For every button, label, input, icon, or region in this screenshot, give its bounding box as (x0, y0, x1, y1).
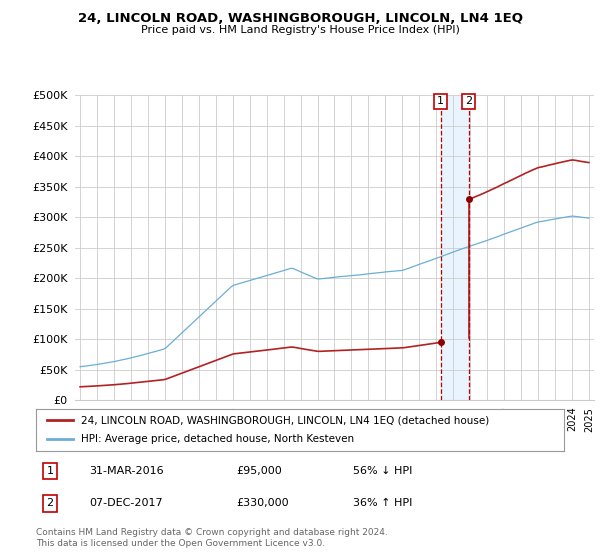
Text: 2: 2 (47, 498, 53, 508)
Text: 1: 1 (47, 466, 53, 476)
Text: £95,000: £95,000 (236, 466, 283, 476)
Text: £330,000: £330,000 (236, 498, 289, 508)
Text: HPI: Average price, detached house, North Kesteven: HPI: Average price, detached house, Nort… (81, 435, 354, 445)
Bar (440, 95, 469, 400)
Text: 24, LINCOLN ROAD, WASHINGBOROUGH, LINCOLN, LN4 1EQ (detached house): 24, LINCOLN ROAD, WASHINGBOROUGH, LINCOL… (81, 415, 489, 425)
Text: 24, LINCOLN ROAD, WASHINGBOROUGH, LINCOLN, LN4 1EQ: 24, LINCOLN ROAD, WASHINGBOROUGH, LINCOL… (77, 12, 523, 25)
Text: Contains HM Land Registry data © Crown copyright and database right 2024.: Contains HM Land Registry data © Crown c… (36, 528, 388, 536)
Text: 56% ↓ HPI: 56% ↓ HPI (353, 466, 412, 476)
Text: 1: 1 (437, 96, 444, 106)
Text: 36% ↑ HPI: 36% ↑ HPI (353, 498, 412, 508)
Text: 2: 2 (465, 96, 472, 106)
Text: 07-DEC-2017: 07-DEC-2017 (89, 498, 163, 508)
Text: 31-MAR-2016: 31-MAR-2016 (89, 466, 163, 476)
Text: This data is licensed under the Open Government Licence v3.0.: This data is licensed under the Open Gov… (36, 539, 325, 548)
Text: Price paid vs. HM Land Registry's House Price Index (HPI): Price paid vs. HM Land Registry's House … (140, 25, 460, 35)
